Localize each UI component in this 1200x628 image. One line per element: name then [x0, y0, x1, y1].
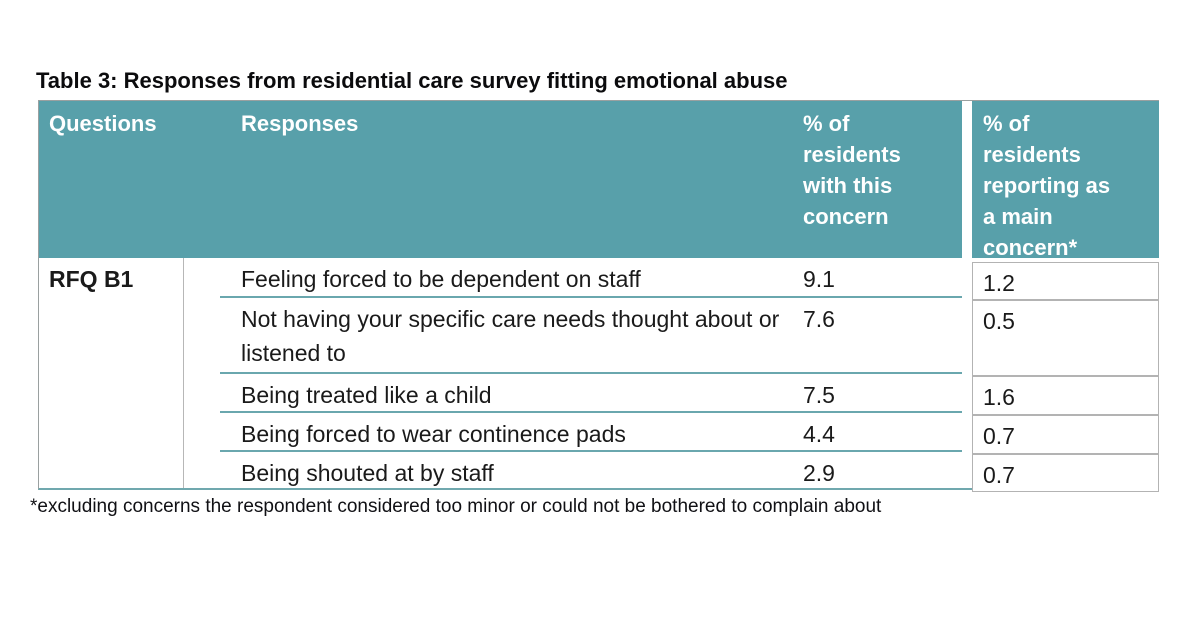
data-table: Questions Responses % of residents with … [38, 100, 1159, 492]
column-header-questions: Questions [39, 101, 220, 258]
response-cell: Being treated like a child [220, 372, 789, 411]
column-header-pct-main-concern: % of residents reporting as a main conce… [972, 101, 1159, 260]
table-footnote: *excluding concerns the respondent consi… [30, 496, 882, 517]
pct-main-cell: 0.5 [972, 300, 1159, 376]
pct-with-cell: 7.6 [789, 296, 962, 372]
column-header-pct-with-concern: % of residents with this concern [789, 101, 962, 258]
question-id-cell: RFQ B1 [39, 258, 184, 488]
response-cell: Being forced to wear continence pads [220, 411, 789, 450]
pct-with-cell: 7.5 [789, 372, 962, 411]
response-cell: Feeling forced to be dependent on staff [241, 266, 641, 292]
pct-main-cell: 0.7 [972, 415, 1159, 454]
pct-main-cell: 1.2 [972, 262, 1159, 300]
column-header-responses: Responses [220, 101, 789, 258]
pct-with-cell: 9.1 [803, 266, 835, 292]
table-title: Table 3: Responses from residential care… [36, 68, 788, 93]
response-cell: Being shouted at by staff [220, 450, 789, 488]
pct-with-cell: 4.4 [789, 411, 962, 450]
pct-main-cell: 1.6 [972, 376, 1159, 415]
response-cell: Not having your specific care needs thou… [220, 296, 789, 372]
pct-main-cell: 0.7 [972, 454, 1159, 492]
pct-with-cell: 2.9 [789, 450, 962, 488]
